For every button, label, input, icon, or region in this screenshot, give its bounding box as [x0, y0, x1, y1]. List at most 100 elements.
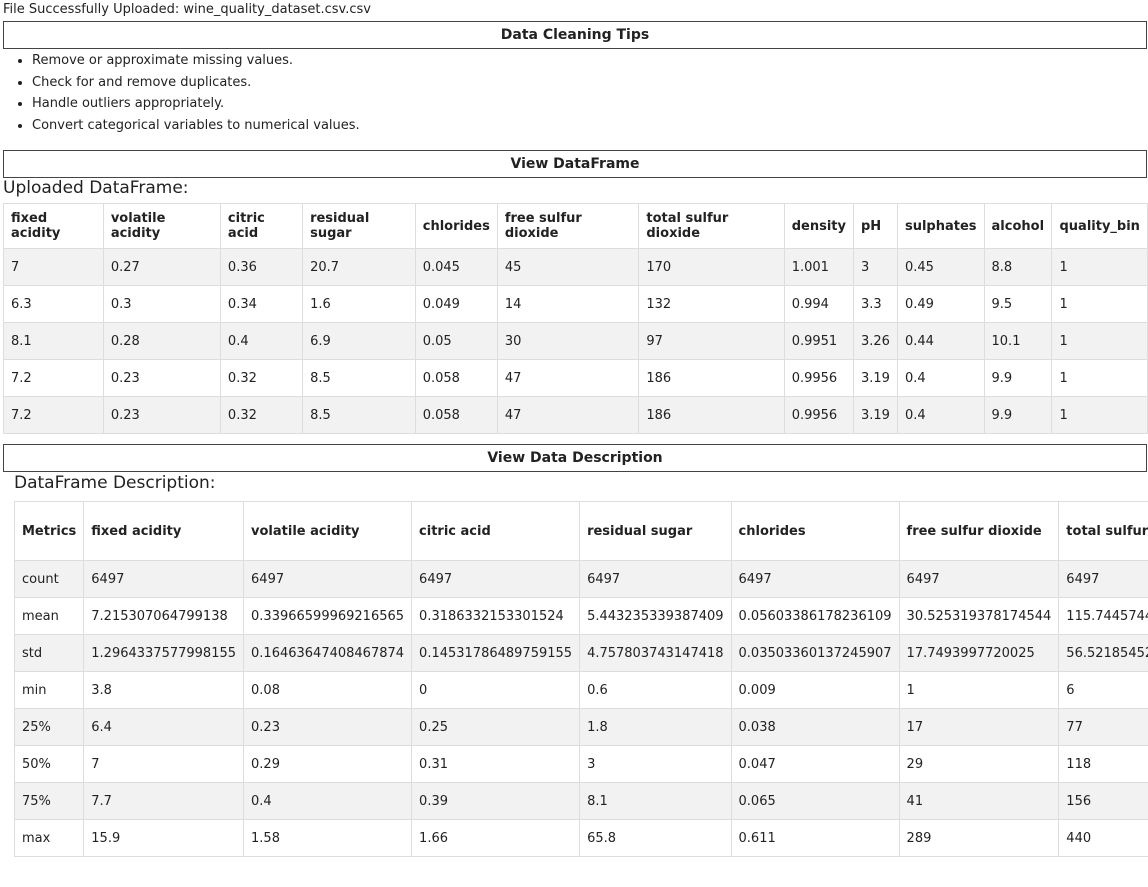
table-cell: 0.4: [243, 782, 413, 820]
table-cell: 7: [3, 248, 104, 286]
table-row: 7.2 0.23 0.32 8.5 0.058 47 186 0.9956 3.19 0.4 9.9…: [3, 359, 1148, 397]
dataframe-heading: Uploaded DataFrame:: [3, 178, 189, 198]
table-cell: std: [14, 634, 85, 672]
table-cell: 132: [638, 285, 785, 323]
table-cell: 1.58: [243, 819, 413, 857]
table-cell: 0.047: [730, 745, 900, 783]
table-cell: 65.8: [579, 819, 732, 857]
view-dataframe-button[interactable]: View DataFrame: [3, 150, 1147, 178]
column-header: sulphates: [896, 203, 985, 249]
table-cell: 15.9: [83, 819, 245, 857]
column-header: citric acid: [219, 203, 304, 249]
table-cell: 1.8: [579, 708, 732, 746]
tips-list: Remove or approximate missing values.Che…: [3, 50, 360, 137]
table-cell: 0.05603386178236109: [730, 597, 900, 635]
table-cell: 0.36: [219, 248, 304, 286]
table-cell: 6497: [83, 560, 245, 598]
table-cell: max: [14, 819, 85, 857]
table-cell: 9.9: [983, 359, 1053, 397]
table-row: 6.3 0.3 0.34 1.6 0.049 14 132 0.994 3.3 0.49 9.5 1: [3, 285, 1148, 323]
table-row: max 15.9 1.58 1.66 65.8 0.611 289 440: [14, 819, 1148, 857]
table-cell: 8.1: [3, 322, 104, 360]
table-cell: 0.045: [414, 248, 498, 286]
tip-item: Convert categorical variables to numeric…: [32, 115, 360, 137]
table-cell: 0.4: [896, 396, 985, 434]
table-cell: 9.9: [983, 396, 1053, 434]
table-cell: 7.215307064799138: [83, 597, 245, 635]
table-row: 8.1 0.28 0.4 6.9 0.05 30 97 0.9951 3.26 0.44 10.1 1: [3, 322, 1148, 360]
table-cell: 6497: [243, 560, 413, 598]
table-cell: 6497: [579, 560, 732, 598]
column-header: alcohol: [983, 203, 1053, 249]
table-cell: 0.08: [243, 671, 413, 709]
table-row: min 3.8 0.08 0 0.6 0.009 1 6: [14, 671, 1148, 709]
table-cell: 10.1: [983, 322, 1053, 360]
table-cell: 7.2: [3, 359, 104, 397]
tips-header[interactable]: Data Cleaning Tips: [3, 21, 1147, 49]
table-cell: 3: [579, 745, 732, 783]
column-header: free sulfur dioxide: [898, 501, 1060, 561]
column-header: fixed acidity: [3, 203, 104, 249]
table-row: 7.2 0.23 0.32 8.5 0.058 47 186 0.9956 3.19 0.4 9.9…: [3, 396, 1148, 434]
table-cell: 30: [496, 322, 640, 360]
tip-item: Handle outliers appropriately.: [32, 93, 360, 115]
table-cell: 0.03503360137245907: [730, 634, 900, 672]
table-cell: 0.32: [219, 359, 304, 397]
table-cell: 3.19: [852, 396, 898, 434]
table-cell: 0.23: [102, 396, 221, 434]
column-header: volatile acidity: [243, 501, 413, 561]
column-header: total sulfur dioxide: [1058, 501, 1148, 561]
table-cell: 0.009: [730, 671, 900, 709]
header-row: fixed acidity volatile acidity citric acid…: [3, 203, 1148, 249]
table-cell: 1.001: [783, 248, 854, 286]
table-cell: 0.3186332153301524: [411, 597, 581, 635]
table-cell: 0.23: [102, 359, 221, 397]
table-cell: 0.23: [243, 708, 413, 746]
table-cell: count: [14, 560, 85, 598]
table-cell: 20.7: [302, 248, 416, 286]
table-cell: 14: [496, 285, 640, 323]
table-cell: 0.058: [414, 359, 498, 397]
table-row: mean 7.215307064799138 0.33966599969216565…: [14, 597, 1148, 635]
table-cell: 3: [852, 248, 898, 286]
table-cell: 77: [1058, 708, 1148, 746]
table-cell: 8.8: [983, 248, 1053, 286]
table-cell: 6.9: [302, 322, 416, 360]
table-cell: 56.52185452263028: [1058, 634, 1148, 672]
table-cell: 186: [638, 396, 785, 434]
table-cell: 0.39: [411, 782, 581, 820]
upload-status: File Successfully Uploaded: wine_quality…: [3, 2, 371, 17]
table-cell: 3.8: [83, 671, 245, 709]
table-cell: 6497: [411, 560, 581, 598]
table-cell: 1: [1051, 285, 1148, 323]
table-cell: 8.5: [302, 359, 416, 397]
table-cell: 7: [83, 745, 245, 783]
table-cell: 3.3: [852, 285, 898, 323]
header-row: Metrics fixed acidity volatile acidity citr…: [14, 501, 1148, 561]
column-header: residual sugar: [302, 203, 416, 249]
column-header: density: [783, 203, 854, 249]
table-cell: 0.45: [896, 248, 985, 286]
table-cell: 41: [898, 782, 1060, 820]
table-cell: 115.7445744189626: [1058, 597, 1148, 635]
view-description-button[interactable]: View Data Description: [3, 444, 1147, 472]
column-header: chlorides: [730, 501, 900, 561]
table-cell: 0.28: [102, 322, 221, 360]
table-cell: 47: [496, 396, 640, 434]
table-row: count 6497 6497 6497 6497 6497 6497 6497: [14, 560, 1148, 598]
column-header: fixed acidity: [83, 501, 245, 561]
table-cell: 25%: [14, 708, 85, 746]
table-cell: 1: [1051, 322, 1148, 360]
column-header: volatile acidity: [102, 203, 221, 249]
description-container[interactable]: Metrics fixed acidity volatile acidity citr…: [14, 501, 1148, 887]
table-cell: 0.3: [102, 285, 221, 323]
table-cell: 0.9956: [783, 359, 854, 397]
table-cell: 50%: [14, 745, 85, 783]
table-cell: 0.44: [896, 322, 985, 360]
table-cell: 170: [638, 248, 785, 286]
table-cell: 0: [411, 671, 581, 709]
column-header: pH: [852, 203, 898, 249]
table-row: 7 0.27 0.36 20.7 0.045 45 170 1.001 3 0.45 8.8 1: [3, 248, 1148, 286]
table-cell: 0.6: [579, 671, 732, 709]
